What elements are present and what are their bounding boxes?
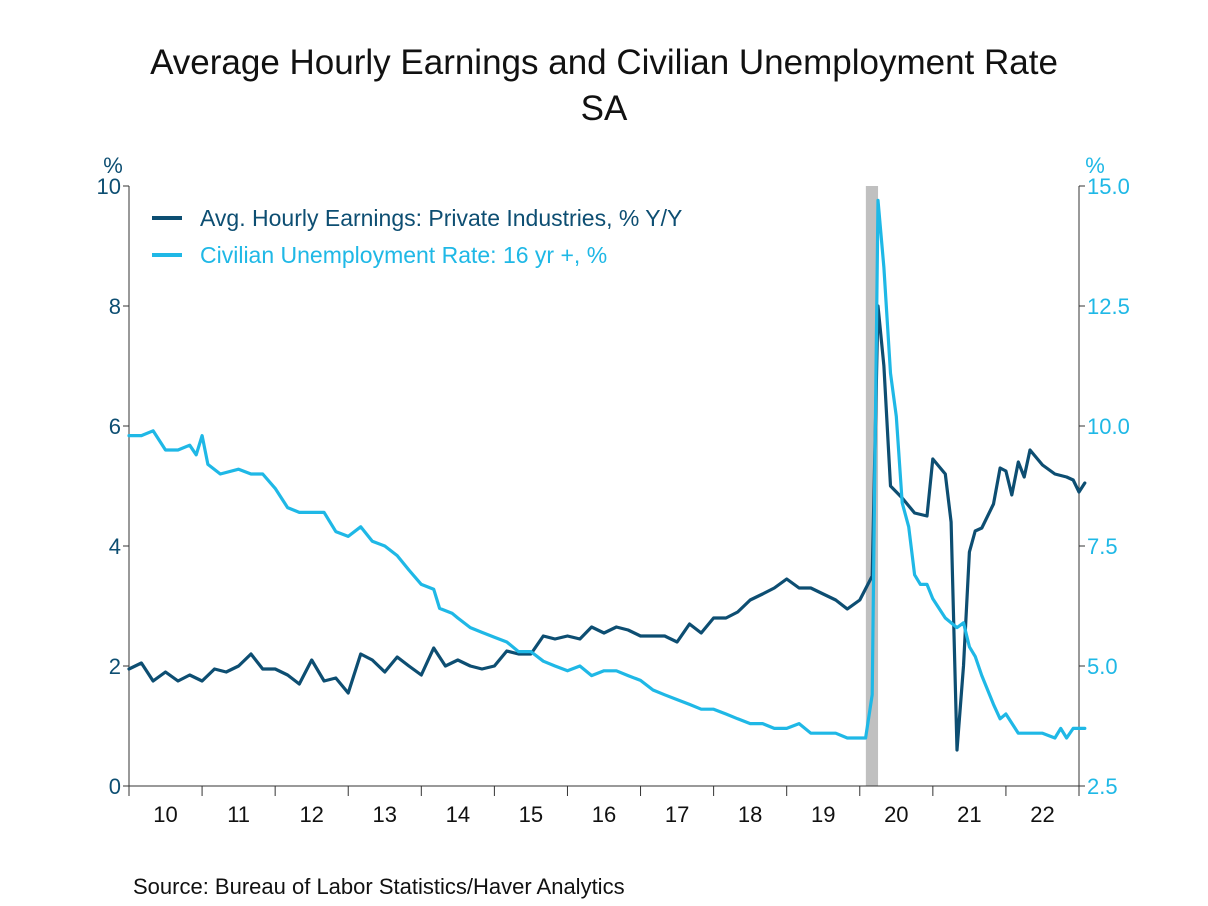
left-tick-label: 0 xyxy=(109,774,121,799)
right-tick-label: 2.5 xyxy=(1087,774,1118,799)
left-tick-label: 8 xyxy=(109,294,121,319)
x-tick-label: 19 xyxy=(811,802,835,827)
left-tick-label: 6 xyxy=(109,414,121,439)
x-tick-label: 11 xyxy=(227,802,250,827)
right-tick-label: 12.5 xyxy=(1087,294,1130,319)
earnings-series-line xyxy=(127,304,1087,752)
legend-entry: Civilian Unemployment Rate: 16 yr +, % xyxy=(200,242,607,268)
right-axis-unit: % xyxy=(1085,153,1105,178)
right-tick-label: 15.0 xyxy=(1087,174,1130,199)
x-tick-label: 15 xyxy=(519,802,543,827)
right-tick-label: 10.0 xyxy=(1087,414,1130,439)
chart-title: Average Hourly Earnings and Civilian Une… xyxy=(150,43,1058,82)
chart-subtitle: SA xyxy=(580,89,628,128)
x-tick-label: 20 xyxy=(884,802,908,827)
x-tick-label: 12 xyxy=(299,802,323,827)
legend-entry: Avg. Hourly Earnings: Private Industries… xyxy=(200,205,682,231)
x-tick-label: 17 xyxy=(665,802,689,827)
x-tick-label: 14 xyxy=(446,802,470,827)
x-tick-label: 13 xyxy=(373,802,397,827)
left-tick-label: 10 xyxy=(97,174,121,199)
x-tick-label: 21 xyxy=(957,802,981,827)
right-tick-label: 7.5 xyxy=(1087,534,1118,559)
x-tick-label: 16 xyxy=(592,802,616,827)
x-tick-label: 10 xyxy=(153,802,177,827)
left-tick-label: 4 xyxy=(109,534,121,559)
left-tick-label: 2 xyxy=(109,654,121,679)
right-tick-label: 5.0 xyxy=(1087,654,1118,679)
left-axis-unit: % xyxy=(103,153,123,178)
source-note: Source: Bureau of Labor Statistics/Haver… xyxy=(133,874,625,899)
unemployment-series-line xyxy=(127,198,1087,740)
x-tick-label: 22 xyxy=(1030,802,1054,827)
x-tick-label: 18 xyxy=(738,802,762,827)
